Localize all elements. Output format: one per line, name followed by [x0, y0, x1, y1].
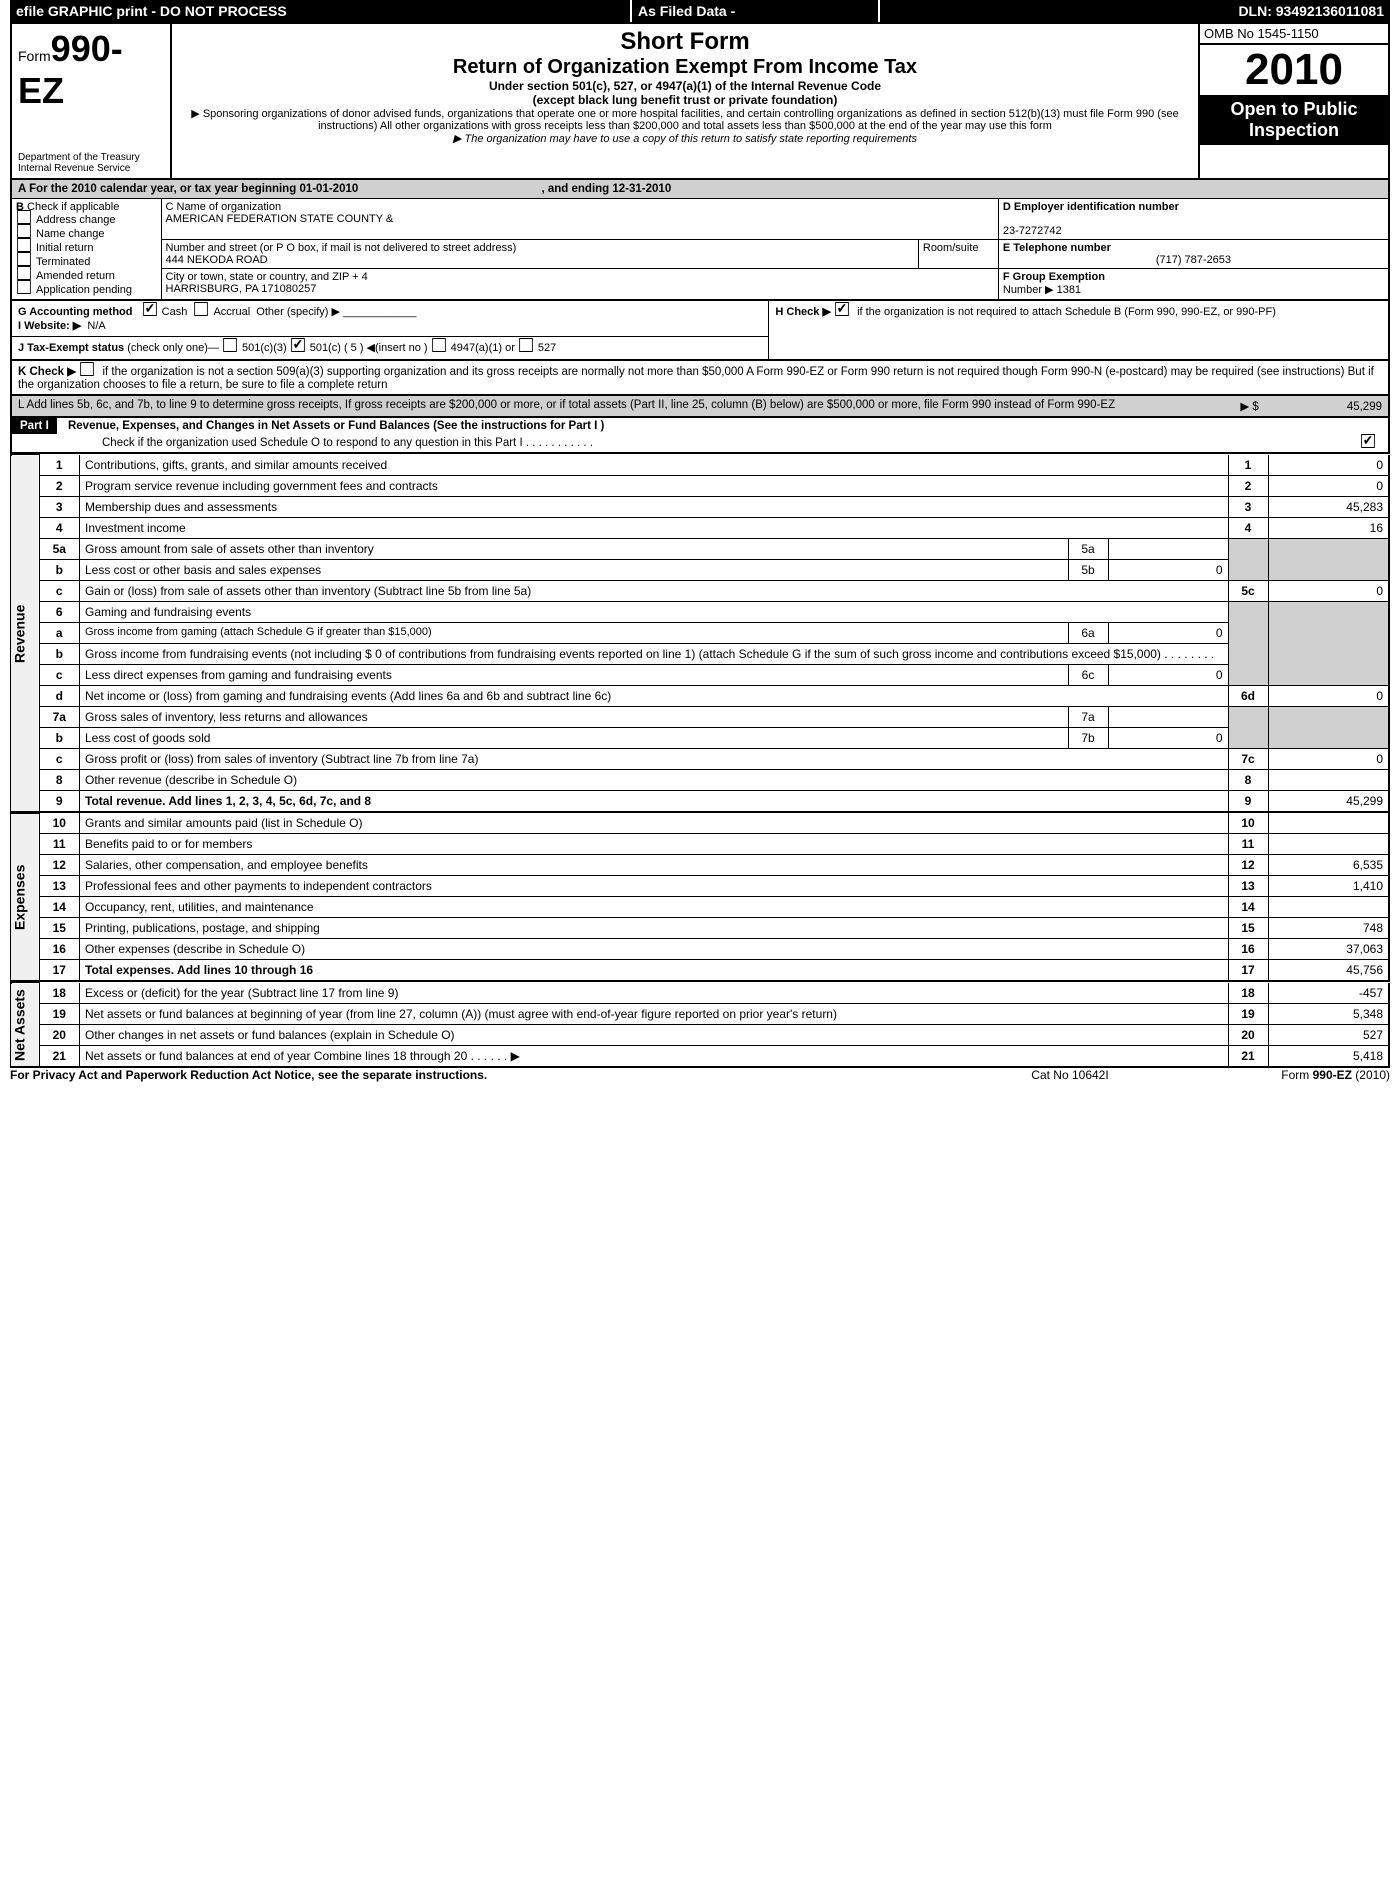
- title-sponsor: ▶ Sponsoring organizations of donor advi…: [178, 107, 1192, 132]
- c-label: C Name of organization: [166, 201, 282, 213]
- checkbox-pending[interactable]: [17, 280, 31, 294]
- amt-2: 0: [1268, 475, 1388, 496]
- title-except: (except black lung benefit trust or priv…: [178, 93, 1192, 107]
- tax-year: 2010: [1200, 45, 1388, 95]
- checkbox-h[interactable]: [835, 302, 849, 316]
- amt-9: 45,299: [1268, 790, 1388, 811]
- entity-block: B Check if applicable Address change Nam…: [10, 199, 1390, 301]
- open-to-public: Open to Public Inspection: [1200, 95, 1388, 145]
- footer: For Privacy Act and Paperwork Reduction …: [10, 1068, 1390, 1082]
- d-label: D Employer identification number: [1003, 201, 1179, 213]
- top-bar: efile GRAPHIC print - DO NOT PROCESS As …: [10, 0, 1390, 22]
- amt-6d: 0: [1268, 685, 1388, 706]
- efile-label: efile GRAPHIC print - DO NOT PROCESS: [10, 0, 631, 22]
- city-label: City or town, state or country, and ZIP …: [166, 271, 368, 283]
- website: N/A: [87, 320, 105, 332]
- form-header: Form990-EZ Department of the Treasury In…: [10, 22, 1390, 180]
- dln: DLN: 93492136011081: [879, 0, 1390, 22]
- amt-15: 748: [1268, 918, 1388, 939]
- title-section: Under section 501(c), 527, or 4947(a)(1)…: [178, 79, 1192, 93]
- org-name: AMERICAN FEDERATION STATE COUNTY &: [166, 213, 394, 225]
- netassets-table: Net Assets 18Excess or (deficit) for the…: [10, 982, 1390, 1068]
- line-k: K Check ▶ if the organization is not a s…: [10, 361, 1390, 396]
- amt-16: 37,063: [1268, 939, 1388, 960]
- g-label: G Accounting method: [18, 306, 132, 318]
- amt-8: [1268, 769, 1388, 790]
- amt-12: 6,535: [1268, 855, 1388, 876]
- checkbox-name-change[interactable]: [17, 224, 31, 238]
- amt-1: 0: [1268, 455, 1388, 476]
- amt-4: 16: [1268, 517, 1388, 538]
- amt-13: 1,410: [1268, 876, 1388, 897]
- amt-7c: 0: [1268, 748, 1388, 769]
- title-return: Return of Organization Exempt From Incom…: [178, 56, 1192, 79]
- checkbox-terminated[interactable]: [17, 252, 31, 266]
- checkbox-527[interactable]: [519, 338, 533, 352]
- gross-receipts: 45,299: [1262, 401, 1382, 413]
- part1-table: Revenue 1Contributions, gifts, grants, a…: [10, 454, 1390, 813]
- checkbox-501c3[interactable]: [223, 338, 237, 352]
- h-label: H Check ▶: [775, 306, 831, 318]
- checkbox-scheduleO[interactable]: [1361, 434, 1375, 448]
- amt-18: -457: [1268, 983, 1388, 1004]
- checkbox-accrual[interactable]: [195, 302, 209, 316]
- omb-number: OMB No 1545-1150: [1200, 24, 1388, 45]
- checkbox-amended[interactable]: [17, 266, 31, 280]
- title-short-form: Short Form: [178, 28, 1192, 56]
- amt-20: 527: [1268, 1024, 1388, 1045]
- asfiled-label: As Filed Data -: [631, 0, 879, 22]
- checkbox-501c[interactable]: [291, 338, 305, 352]
- e-label: E Telephone number: [1003, 242, 1111, 254]
- amt-3: 45,283: [1268, 496, 1388, 517]
- cat-no: Cat No 10642I: [970, 1068, 1170, 1082]
- checkbox-address-change[interactable]: [17, 210, 31, 224]
- amt-11: [1268, 834, 1388, 855]
- amt-17: 45,756: [1268, 960, 1388, 981]
- room-suite: Room/suite: [918, 240, 998, 269]
- i-label: I Website: ▶: [18, 320, 81, 332]
- ein: 23-7272742: [1003, 225, 1062, 237]
- revenue-side-label: Revenue: [11, 455, 39, 812]
- street: 444 NEKODA ROAD: [166, 254, 268, 266]
- line-l: L Add lines 5b, 6c, and 7b, to line 9 to…: [10, 396, 1390, 418]
- dept-treasury: Department of the Treasury: [18, 152, 164, 163]
- j-label: J Tax-Exempt status: [18, 342, 124, 354]
- street-label: Number and street (or P O box, if mail i…: [166, 242, 517, 254]
- checkbox-cash[interactable]: [143, 302, 157, 316]
- checkbox-initial-return[interactable]: [17, 238, 31, 252]
- amt-19: 5,348: [1268, 1003, 1388, 1024]
- f-label: F Group Exemption: [1003, 271, 1105, 283]
- form-number: Form990-EZ: [18, 28, 164, 112]
- ghij-block: G Accounting method Cash Accrual Other (…: [10, 301, 1390, 361]
- part1-header: Part I Revenue, Expenses, and Changes in…: [10, 418, 1390, 454]
- expenses-side-label: Expenses: [11, 813, 39, 981]
- phone: (717) 787-2653: [1003, 254, 1384, 266]
- f-num: 1381: [1057, 284, 1081, 296]
- checkbox-k[interactable]: [80, 362, 94, 376]
- title-copy: ▶ The organization may have to use a cop…: [178, 132, 1192, 145]
- amt-5c: 0: [1268, 580, 1388, 601]
- expenses-table: Expenses 10Grants and similar amounts pa…: [10, 813, 1390, 983]
- dept-irs: Internal Revenue Service: [18, 163, 164, 174]
- line-a: A For the 2010 calendar year, or tax yea…: [10, 180, 1390, 199]
- f-num-label: Number ▶: [1003, 284, 1054, 296]
- checkbox-4947[interactable]: [432, 338, 446, 352]
- amt-14: [1268, 897, 1388, 918]
- amt-21: 5,418: [1268, 1045, 1388, 1066]
- amt-10: [1268, 813, 1388, 834]
- city: HARRISBURG, PA 171080257: [166, 283, 317, 295]
- netassets-side-label: Net Assets: [11, 983, 39, 1067]
